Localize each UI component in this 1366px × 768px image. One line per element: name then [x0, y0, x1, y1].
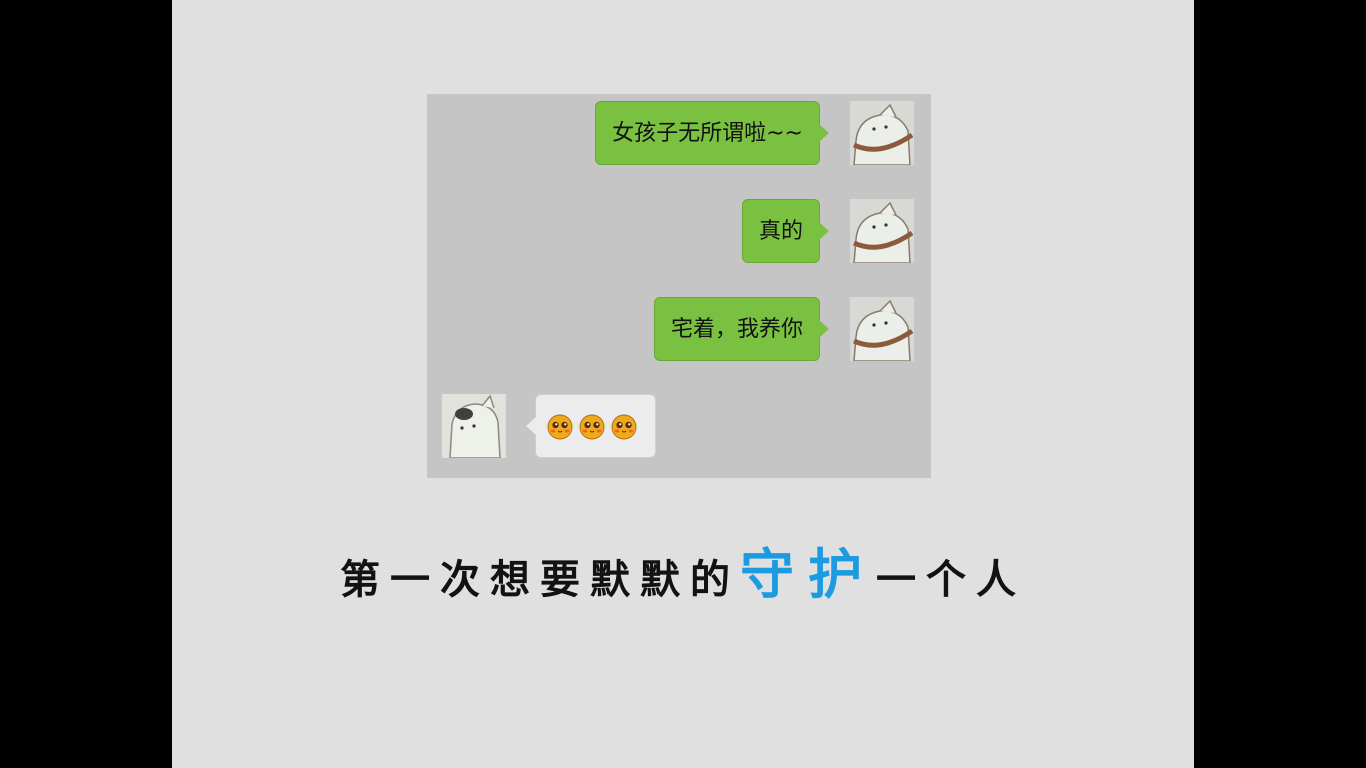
cute-face-emoji-icon [579, 414, 605, 440]
chat-bubble-received[interactable] [526, 394, 656, 458]
cute-face-emoji-icon [611, 414, 637, 440]
caption-highlight: 守护 [740, 543, 876, 606]
chat-bubble-sent[interactable]: 真的 [741, 199, 830, 263]
caption-after: 一个人 [876, 557, 1026, 603]
message-text: 真的 [758, 219, 803, 244]
cat-avatar-icon[interactable] [850, 101, 914, 165]
message-text: 宅着，我养你 [670, 317, 803, 342]
chat-panel: 女孩子无所谓啦~~ 真的 宅着，我养你 [427, 94, 931, 478]
caption-before: 第一次想要默默的 [340, 557, 740, 603]
cat-avatar-icon[interactable] [850, 199, 914, 263]
caption-text: 第一次想要默默的守护一个人 [172, 530, 1194, 609]
chat-bubble-sent[interactable]: 宅着，我养你 [653, 297, 830, 361]
message-text: 女孩子无所谓啦~~ [612, 121, 803, 146]
cat-avatar-icon[interactable] [850, 297, 914, 361]
cat-avatar-icon[interactable] [442, 394, 506, 458]
emoji-row [546, 395, 645, 457]
cute-face-emoji-icon [547, 414, 573, 440]
chat-bubble-sent[interactable]: 女孩子无所谓啦~~ [595, 101, 829, 165]
